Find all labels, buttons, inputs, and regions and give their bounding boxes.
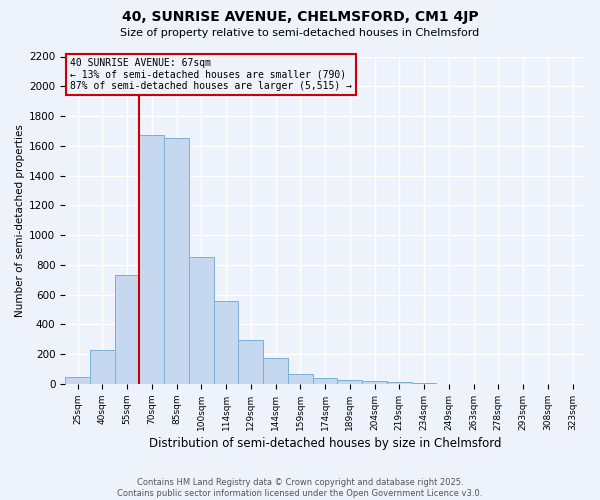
Bar — [65, 378, 90, 384]
Text: 40, SUNRISE AVENUE, CHELMSFORD, CM1 4JP: 40, SUNRISE AVENUE, CHELMSFORD, CM1 4JP — [122, 10, 478, 24]
Bar — [189, 258, 214, 384]
Bar — [362, 382, 387, 384]
Text: Contains HM Land Registry data © Crown copyright and database right 2025.
Contai: Contains HM Land Registry data © Crown c… — [118, 478, 482, 498]
Bar — [90, 350, 115, 384]
Bar — [288, 374, 313, 384]
Bar — [412, 383, 436, 384]
Text: Size of property relative to semi-detached houses in Chelmsford: Size of property relative to semi-detach… — [121, 28, 479, 38]
Bar — [115, 276, 139, 384]
Bar — [387, 382, 412, 384]
Bar — [263, 358, 288, 384]
Y-axis label: Number of semi-detached properties: Number of semi-detached properties — [15, 124, 25, 316]
Bar — [139, 136, 164, 384]
Bar — [164, 138, 189, 384]
Bar — [214, 300, 238, 384]
Bar — [238, 340, 263, 384]
Text: 40 SUNRISE AVENUE: 67sqm
← 13% of semi-detached houses are smaller (790)
87% of : 40 SUNRISE AVENUE: 67sqm ← 13% of semi-d… — [70, 58, 352, 92]
Bar — [313, 378, 337, 384]
Bar — [337, 380, 362, 384]
X-axis label: Distribution of semi-detached houses by size in Chelmsford: Distribution of semi-detached houses by … — [149, 437, 502, 450]
